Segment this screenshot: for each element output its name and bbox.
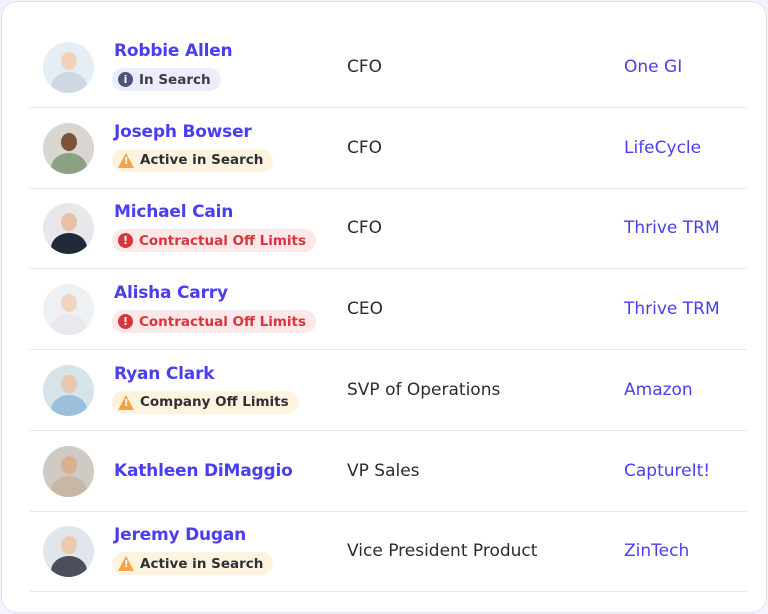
status-badge-label: Contractual Off Limits bbox=[139, 313, 307, 330]
job-title: CFO bbox=[347, 57, 383, 77]
job-title: SVP of Operations bbox=[347, 379, 501, 400]
company-link[interactable]: CaptureIt! bbox=[624, 460, 711, 481]
person-name-link[interactable]: Kathleen DiMaggio bbox=[114, 460, 293, 481]
person-name-link[interactable]: Joseph Bowser bbox=[114, 121, 252, 142]
job-title: VP Sales bbox=[347, 460, 420, 481]
job-title: CFO bbox=[347, 218, 383, 239]
alert-icon: ! bbox=[118, 233, 133, 249]
job-title: CEO bbox=[347, 299, 383, 320]
person-name-link[interactable]: Jeremy Dugan bbox=[114, 525, 247, 546]
table-row[interactable]: Joseph Bowser ! Active in Search CFO Lif… bbox=[30, 108, 747, 189]
table-row[interactable]: Robbie Allen i In Search CFO One GI bbox=[30, 27, 747, 108]
warning-icon: ! bbox=[118, 394, 134, 410]
avatar bbox=[43, 42, 94, 93]
avatar bbox=[43, 364, 94, 416]
avatar bbox=[43, 284, 94, 336]
info-icon: i bbox=[118, 72, 133, 87]
status-badge: ! Contractual Off Limits bbox=[112, 310, 317, 334]
company-link[interactable]: Thrive TRM bbox=[624, 299, 720, 320]
person-name-link[interactable]: Michael Cain bbox=[114, 202, 234, 223]
company-link[interactable]: One GI bbox=[624, 57, 683, 77]
table-row[interactable]: Michael Cain ! Contractual Off Limits CF… bbox=[30, 188, 747, 270]
avatar bbox=[43, 203, 94, 255]
job-title: Vice President Product bbox=[347, 541, 538, 562]
table-row[interactable]: Ryan Clark ! Company Off Limits SVP of O… bbox=[30, 350, 747, 431]
avatar bbox=[43, 445, 94, 497]
person-name-link[interactable]: Alisha Carry bbox=[114, 283, 228, 304]
table-row[interactable]: Jeremy Dugan ! Active in Search Vice Pre… bbox=[30, 511, 747, 593]
company-link[interactable]: Thrive TRM bbox=[624, 218, 720, 239]
person-name-link[interactable]: Ryan Clark bbox=[114, 363, 215, 384]
company-link[interactable]: Amazon bbox=[624, 379, 693, 400]
table-row[interactable]: Alisha Carry ! Contractual Off Limits CE… bbox=[30, 269, 747, 351]
company-link[interactable]: ZinTech bbox=[624, 541, 690, 562]
warning-icon: ! bbox=[118, 152, 134, 168]
status-badge-label: In Search bbox=[139, 71, 211, 88]
status-badge-label: Contractual Off Limits bbox=[139, 232, 307, 249]
status-badge-label: Active in Search bbox=[140, 152, 264, 169]
status-badge: ! Contractual Off Limits bbox=[112, 229, 317, 253]
status-badge: ! Active in Search bbox=[112, 552, 274, 576]
person-name-link[interactable]: Robbie Allen bbox=[114, 41, 233, 61]
status-badge-label: Company Off Limits bbox=[140, 394, 289, 411]
status-badge: ! Active in Search bbox=[112, 148, 274, 172]
alert-icon: ! bbox=[118, 314, 133, 330]
job-title: CFO bbox=[347, 137, 383, 158]
status-badge: i In Search bbox=[112, 68, 221, 91]
avatar bbox=[43, 526, 94, 578]
status-badge-label: Active in Search bbox=[140, 555, 264, 572]
warning-icon: ! bbox=[118, 556, 134, 572]
avatar bbox=[43, 122, 94, 174]
company-link[interactable]: LifeCycle bbox=[624, 137, 702, 158]
table-row[interactable]: Kathleen DiMaggio VP Sales CaptureIt! bbox=[30, 431, 747, 512]
status-badge: ! Company Off Limits bbox=[112, 390, 299, 414]
